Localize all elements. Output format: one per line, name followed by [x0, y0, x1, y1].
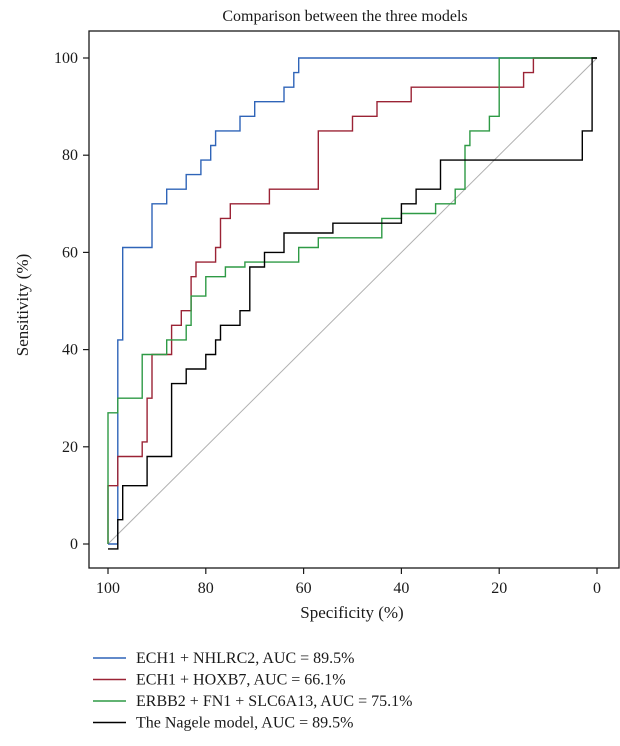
- legend-label: ECH1 + HOXB7, AUC = 66.1%: [136, 672, 346, 689]
- x-tick-label: 0: [593, 580, 601, 597]
- reference-diagonal: [107, 57, 598, 545]
- y-tick-label: 80: [62, 147, 78, 164]
- legend-label: ERBB2 + FN1 + SLC6A13, AUC = 75.1%: [136, 693, 412, 710]
- y-tick-label: 40: [62, 342, 78, 359]
- x-tick-label: 20: [491, 580, 507, 597]
- y-tick-label: 60: [62, 244, 78, 261]
- x-tick-label: 60: [296, 580, 312, 597]
- plot-area: [107, 57, 598, 550]
- y-tick-label: 100: [54, 50, 78, 67]
- series-line-2: [107, 57, 597, 544]
- legend-label: The Nagele model, AUC = 89.5%: [136, 715, 353, 732]
- chart-title: Comparison between the three models: [222, 8, 467, 25]
- x-tick-label: 100: [96, 580, 120, 597]
- series-line-1: [108, 57, 597, 545]
- y-axis-label: Sensitivity (%): [13, 254, 32, 356]
- x-axis: 100 80 60 40 20 0: [96, 568, 601, 597]
- x-tick-label: 40: [393, 580, 409, 597]
- y-tick-label: 20: [62, 439, 78, 456]
- legend-label: ECH1 + NHLRC2, AUC = 89.5%: [136, 650, 355, 667]
- y-axis: 0 20 40 60 80 100: [54, 50, 89, 553]
- y-tick-label: 0: [70, 536, 78, 553]
- series-line-4: [108, 57, 597, 550]
- x-tick-label: 80: [198, 580, 214, 597]
- legend: ECH1 + NHLRC2, AUC = 89.5% ECH1 + HOXB7, …: [93, 650, 412, 732]
- series-line-3: [107, 57, 597, 544]
- x-axis-label: Specificity (%): [300, 603, 403, 622]
- plot-frame: [88, 30, 620, 569]
